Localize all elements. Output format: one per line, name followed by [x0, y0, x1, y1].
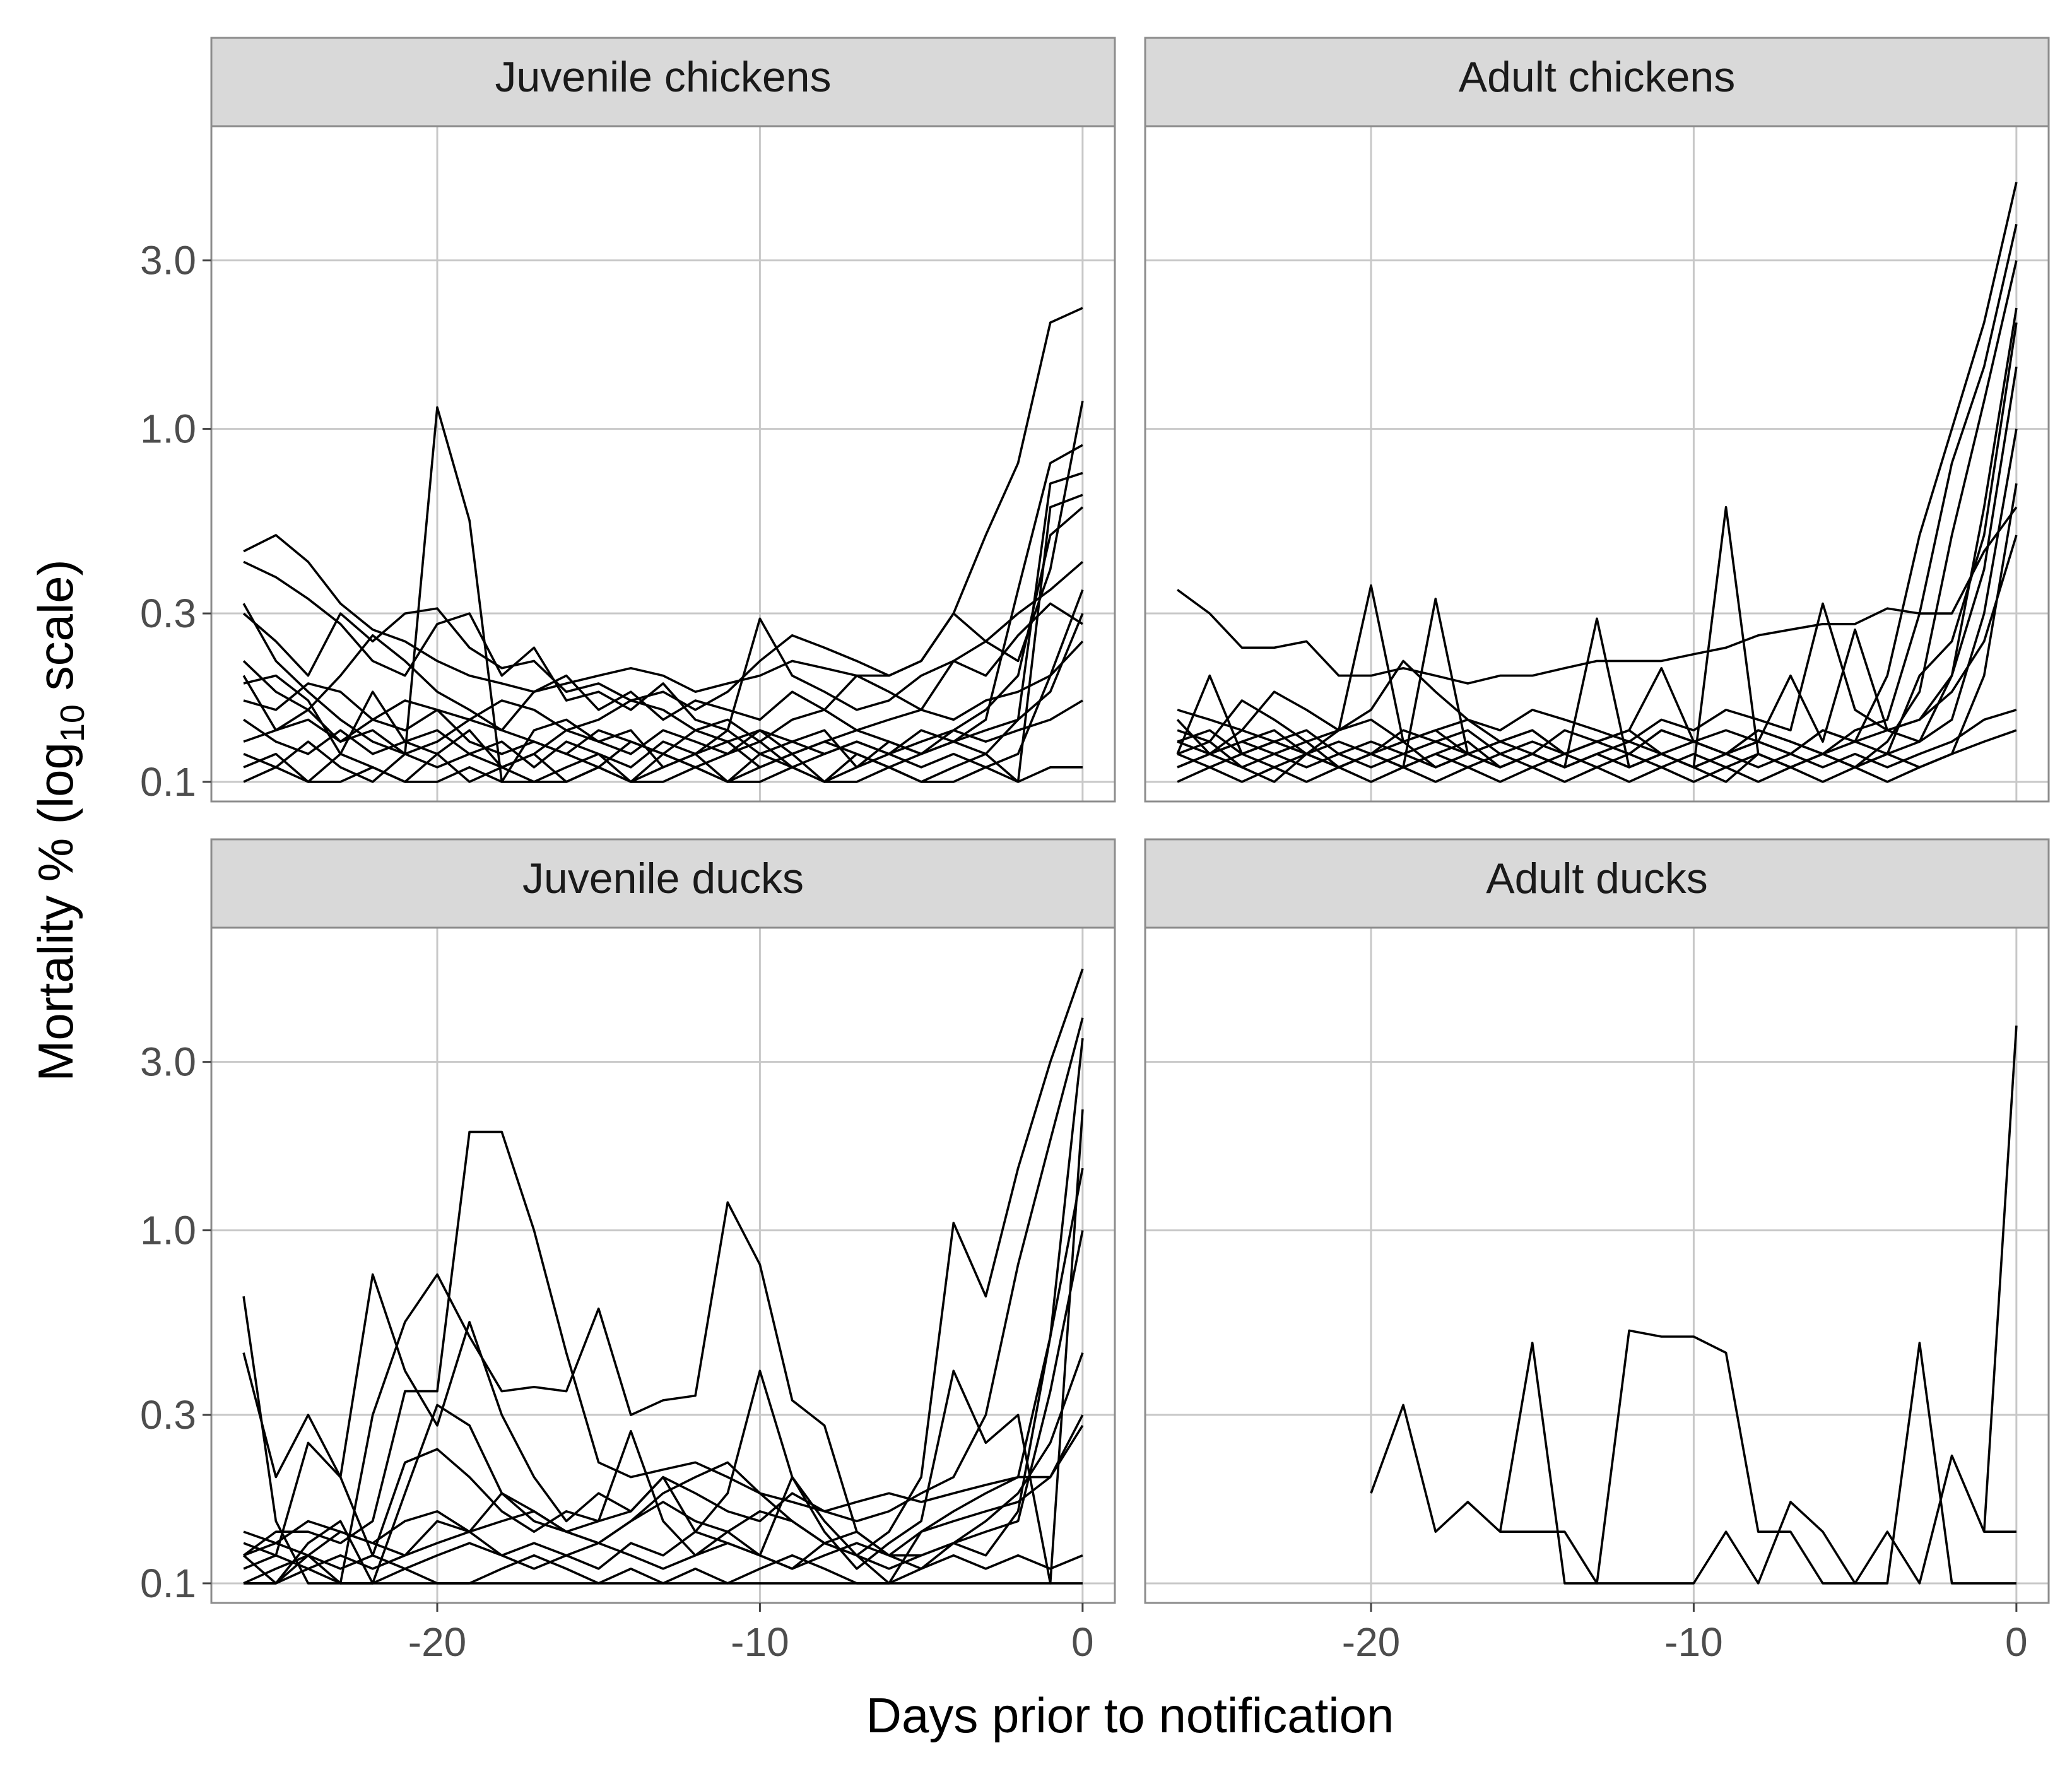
- panel-juvenile-ducks: Juvenile ducks: [210, 838, 1116, 1604]
- panel-title-adult-ducks: Adult ducks: [1486, 854, 1708, 902]
- series-line-juvenile-ducks-6: [242, 1167, 1084, 1585]
- y-tick-label-top-2: 1.0: [140, 406, 196, 452]
- series-line-juvenile-chickens-1: [243, 307, 1083, 693]
- x-tick-label-right-2: 0: [2005, 1619, 2028, 1665]
- series-line-juvenile-chickens-2: [242, 406, 1083, 783]
- series-line-juvenile-ducks-5: [243, 1109, 1084, 1585]
- panel-adult-ducks: Adult ducks: [1144, 838, 2050, 1604]
- y-axis-title-tail: scale): [28, 559, 83, 704]
- series-line-adult-ducks-2: [1498, 1329, 2016, 1585]
- y-axis-ticks-top: 0.1 0.3 1.0 3.0: [140, 238, 211, 805]
- y-tick-label-bottom-2: 1.0: [140, 1208, 196, 1253]
- y-axis-title: Mortality % (log10 scale): [28, 559, 91, 1081]
- panel-adult-chickens: Adult chickens: [1144, 37, 2050, 803]
- series-line-juvenile-chickens-10: [243, 699, 1083, 755]
- x-tick-label-left-1: -10: [731, 1619, 789, 1665]
- series-line-adult-chickens-9: [1177, 535, 2018, 755]
- strip-juvenile-ducks: [210, 838, 1116, 929]
- y-tick-label-top-0: 0.1: [140, 759, 196, 805]
- series-line-adult-ducks-1: [1370, 1342, 2016, 1585]
- x-tick-label-right-0: -20: [1342, 1619, 1401, 1665]
- y-tick-label-bottom-0: 0.1: [140, 1561, 196, 1606]
- y-tick-label-top-3: 3.0: [140, 238, 196, 283]
- series-line-juvenile-ducks-11: [243, 1414, 1084, 1557]
- series-line-juvenile-ducks-2: [242, 968, 1084, 1557]
- series-line-juvenile-ducks-10: [244, 1554, 1083, 1585]
- y-axis-ticks-bottom: 0.1 0.3 1.0 3.0: [140, 1039, 211, 1606]
- series-line-adult-chickens-2: [1177, 182, 2018, 769]
- x-tick-label-right-1: -10: [1664, 1619, 1723, 1665]
- series-line-adult-ducks-3: [1982, 1025, 2018, 1532]
- series-line-adult-chickens-3: [1176, 223, 2018, 755]
- panel-border-juvenile-chickens: [210, 125, 1116, 803]
- series-line-juvenile-ducks-9: [243, 1424, 1084, 1557]
- grid-adult-ducks: [1145, 928, 2049, 1603]
- series-line-adult-chickens-5: [1176, 307, 2018, 769]
- y-tick-label-top-1: 0.3: [140, 591, 196, 636]
- y-tick-label-bottom-1: 0.3: [140, 1392, 196, 1438]
- y-axis-title-subscript: 10: [54, 704, 91, 742]
- series-line-juvenile-chickens-8: [243, 613, 1084, 769]
- lines-adult-chickens: [1176, 182, 2018, 783]
- series-line-juvenile-chickens-3: [242, 400, 1084, 711]
- lines-juvenile-ducks: [242, 968, 1084, 1585]
- strip-adult-chickens: [1144, 37, 2050, 127]
- x-axis-title: Days prior to notification: [866, 1687, 1394, 1743]
- panel-title-adult-chickens: Adult chickens: [1459, 53, 1735, 101]
- series-line-juvenile-ducks-3: [243, 1017, 1084, 1557]
- series-line-juvenile-chickens-4: [243, 560, 1084, 731]
- series-line-adult-chickens-12: [1177, 322, 2018, 755]
- y-tick-label-bottom-3: 3.0: [140, 1039, 196, 1085]
- series-line-adult-chickens-1: [1177, 506, 2018, 685]
- strip-juvenile-chickens: [210, 37, 1116, 127]
- lines-adult-ducks: [1370, 1025, 2018, 1585]
- series-line-juvenile-chickens-13: [243, 494, 1083, 783]
- panel-title-juvenile-chickens: Juvenile chickens: [495, 53, 832, 101]
- series-line-juvenile-ducks-8: [243, 1352, 1084, 1585]
- x-axis-ticks-right: -20 -10 0: [1342, 1603, 2028, 1665]
- series-line-juvenile-ducks-4: [244, 1038, 1084, 1585]
- panel-border-adult-chickens: [1144, 125, 2050, 803]
- panel-border-adult-ducks: [1144, 926, 2050, 1604]
- x-tick-label-left-2: 0: [1071, 1619, 1094, 1665]
- x-axis-ticks-left: -20 -10 0: [408, 1603, 1094, 1665]
- strip-adult-ducks: [1144, 838, 2050, 929]
- grid-adult-chickens: [1145, 126, 2049, 801]
- panel-juvenile-chickens: Juvenile chickens: [210, 37, 1116, 803]
- series-line-adult-chickens-10: [1177, 709, 2017, 769]
- series-line-adult-chickens-11: [1177, 729, 2017, 769]
- lines-juvenile-chickens: [242, 307, 1084, 783]
- series-line-adult-chickens-6: [1177, 366, 2018, 743]
- panel-border-juvenile-ducks: [210, 926, 1116, 1604]
- x-tick-label-left-0: -20: [408, 1619, 467, 1665]
- panel-title-juvenile-ducks: Juvenile ducks: [522, 854, 804, 902]
- y-axis-title-main: Mortality % (log: [28, 742, 83, 1081]
- series-line-adult-chickens-4: [1177, 260, 2018, 783]
- series-line-juvenile-chickens-11: [243, 641, 1084, 743]
- grid-juvenile-chickens: [211, 126, 1115, 801]
- series-line-juvenile-chickens-12: [242, 602, 1083, 731]
